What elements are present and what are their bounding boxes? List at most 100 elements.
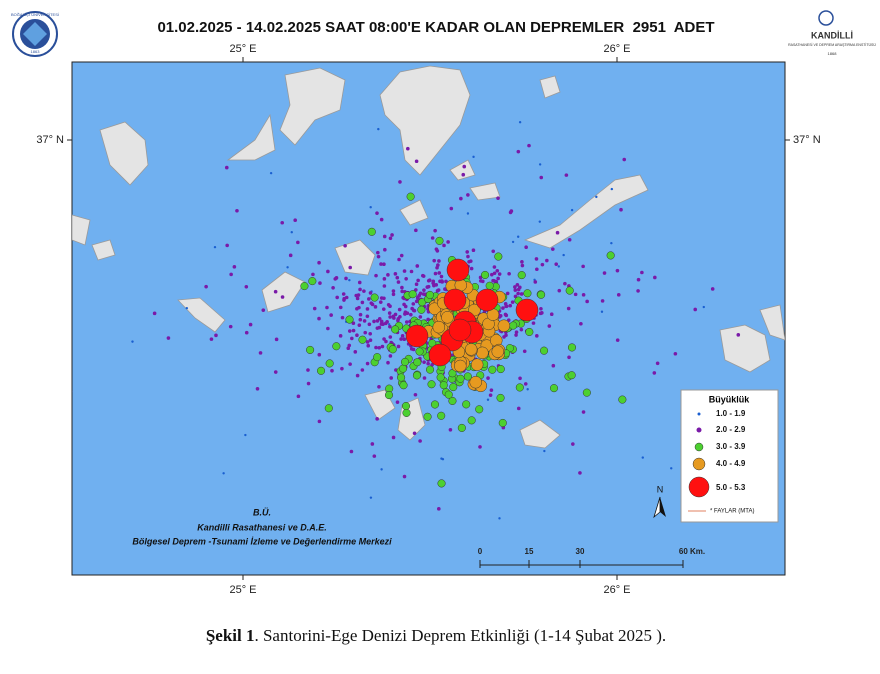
quake	[377, 127, 380, 131]
quake	[269, 171, 273, 175]
quake	[360, 368, 365, 372]
quake	[347, 329, 352, 333]
quake	[369, 496, 373, 499]
quake	[476, 346, 489, 360]
quake	[524, 245, 528, 250]
quake	[326, 326, 330, 331]
quake	[549, 384, 559, 393]
quake	[391, 435, 396, 440]
quake	[416, 278, 420, 283]
quake	[379, 262, 383, 266]
quake	[357, 305, 361, 310]
quake	[570, 208, 574, 212]
quake	[496, 196, 500, 200]
quake	[343, 243, 347, 248]
quake	[408, 290, 417, 299]
quake	[516, 406, 521, 411]
quake	[436, 373, 445, 382]
lat-label: 37° N	[36, 134, 64, 146]
quake	[362, 319, 367, 323]
quake	[290, 231, 293, 234]
quake	[358, 317, 363, 322]
quake	[539, 346, 549, 355]
quake	[495, 269, 500, 273]
quake	[578, 471, 582, 475]
quake	[641, 456, 644, 459]
quake	[386, 273, 390, 277]
quake	[378, 300, 383, 304]
earthquakes	[72, 120, 741, 520]
quake	[293, 218, 298, 223]
quake	[516, 235, 520, 238]
quake	[581, 410, 586, 414]
quake	[540, 262, 545, 267]
quake	[581, 264, 585, 269]
quake	[470, 358, 484, 371]
quake	[372, 454, 377, 458]
lat-label: 37° N	[793, 134, 821, 146]
quake	[652, 371, 657, 375]
quake	[430, 400, 440, 409]
quake	[375, 319, 380, 323]
quake	[537, 290, 546, 299]
quake	[459, 196, 463, 201]
quake	[432, 258, 437, 263]
quake	[513, 285, 517, 289]
quake	[204, 284, 208, 289]
quake	[399, 381, 408, 390]
credit: Bölgesel Deprem -Tsunami İzleme ve Değer…	[132, 536, 392, 546]
quake	[273, 289, 278, 294]
quake	[527, 143, 531, 148]
quake	[486, 376, 490, 380]
quake	[438, 279, 442, 284]
quake	[423, 412, 432, 421]
quake	[381, 307, 386, 311]
quake	[437, 271, 442, 275]
quake	[551, 363, 556, 368]
quake	[280, 220, 285, 225]
quake	[465, 250, 470, 254]
quake	[388, 354, 393, 358]
quake	[563, 281, 567, 286]
quake	[229, 272, 233, 277]
quake	[485, 281, 494, 290]
quake	[261, 308, 266, 312]
quake	[372, 319, 376, 324]
quake	[384, 339, 388, 344]
quake	[448, 427, 453, 432]
quake	[402, 337, 407, 342]
quake	[222, 472, 225, 475]
quake	[152, 311, 157, 316]
quake	[616, 293, 621, 297]
quake	[431, 279, 436, 284]
quake	[185, 306, 189, 310]
quake	[411, 308, 416, 313]
quake	[606, 251, 615, 260]
quake	[498, 517, 501, 520]
quake	[504, 304, 508, 309]
quake	[538, 163, 542, 166]
quake	[427, 380, 436, 389]
quake	[519, 327, 524, 332]
quake	[534, 257, 539, 261]
quake	[655, 361, 660, 366]
quake	[358, 287, 362, 292]
quake	[300, 282, 309, 291]
quake	[539, 175, 544, 180]
caption-text: . Santorini-Ege Denizi Deprem Etkinliği …	[254, 626, 666, 645]
quake	[564, 173, 569, 177]
quake	[414, 228, 418, 233]
quake	[376, 250, 380, 255]
quake	[514, 330, 519, 334]
islands	[72, 65, 785, 449]
quake	[379, 319, 384, 324]
quake	[369, 206, 372, 209]
quake	[488, 365, 497, 374]
legend-item: 5.0 - 5.3	[716, 483, 746, 492]
quake	[567, 343, 577, 352]
quake	[362, 289, 366, 293]
quake	[377, 316, 382, 321]
north-arrow: N	[653, 484, 666, 519]
quake	[579, 321, 583, 326]
quake	[468, 259, 473, 263]
